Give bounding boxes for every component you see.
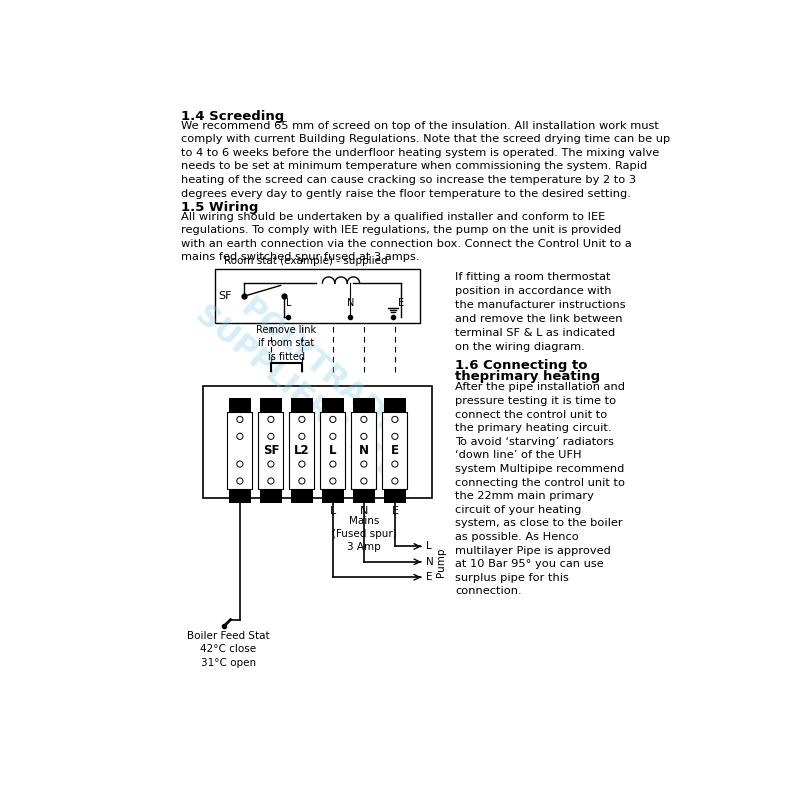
Bar [203, 386, 432, 498]
Bar [260, 489, 282, 502]
Bar [384, 398, 406, 412]
Bar [322, 398, 344, 412]
Text: Remove link
if room stat
is fitted: Remove link if room stat is fitted [256, 326, 317, 362]
Bar [351, 412, 376, 489]
Circle shape [237, 461, 243, 467]
Circle shape [330, 461, 336, 467]
Bar [227, 412, 252, 489]
Text: POLYTRADE
SUPPLIERS LTD: POLYTRADE SUPPLIERS LTD [190, 274, 429, 488]
Text: N: N [346, 298, 354, 308]
Circle shape [268, 416, 274, 422]
Text: L: L [330, 506, 336, 517]
Circle shape [237, 434, 243, 439]
Bar [291, 489, 313, 502]
Circle shape [298, 416, 305, 422]
Bar [321, 412, 346, 489]
Circle shape [268, 461, 274, 467]
Text: SF: SF [218, 291, 232, 301]
Text: N: N [360, 506, 368, 517]
Bar [258, 412, 283, 489]
Bar [384, 489, 406, 502]
Text: N: N [426, 557, 434, 567]
Bar [382, 412, 407, 489]
Circle shape [268, 478, 274, 484]
Text: E: E [391, 506, 398, 517]
Bar [353, 489, 374, 502]
Text: L: L [426, 542, 432, 551]
Bar [229, 489, 250, 502]
Text: Pump: Pump [436, 547, 446, 577]
Text: E: E [398, 298, 405, 308]
Circle shape [330, 416, 336, 422]
Text: Boiler Feed Stat
42°C close
31°C open: Boiler Feed Stat 42°C close 31°C open [187, 631, 270, 667]
Text: E: E [391, 444, 399, 457]
Circle shape [330, 478, 336, 484]
Bar [260, 398, 282, 412]
Circle shape [392, 478, 398, 484]
Circle shape [237, 416, 243, 422]
Text: N: N [359, 444, 369, 457]
Text: L: L [329, 444, 337, 457]
Circle shape [298, 461, 305, 467]
Text: After the pipe installation and
pressure testing it is time to
connect the contr: After the pipe installation and pressure… [455, 382, 625, 597]
Bar [353, 398, 374, 412]
Bar [290, 412, 314, 489]
Circle shape [268, 434, 274, 439]
Text: theprimary heating: theprimary heating [455, 370, 600, 383]
Circle shape [361, 461, 367, 467]
Circle shape [392, 461, 398, 467]
Text: Mains
(Fused spur)
3 Amp: Mains (Fused spur) 3 Amp [331, 516, 396, 552]
Circle shape [392, 416, 398, 422]
Circle shape [361, 416, 367, 422]
Circle shape [392, 434, 398, 439]
Text: All wiring should be undertaken by a qualified installer and conform to IEE
regu: All wiring should be undertaken by a qua… [182, 211, 632, 262]
Bar [291, 398, 313, 412]
Text: 1.5 Wiring: 1.5 Wiring [182, 201, 258, 214]
Bar [214, 270, 420, 323]
Text: SF: SF [262, 444, 279, 457]
Text: 1.4 Screeding: 1.4 Screeding [182, 110, 285, 123]
Circle shape [330, 434, 336, 439]
Text: 1.6 Connecting to: 1.6 Connecting to [455, 359, 587, 372]
Circle shape [237, 478, 243, 484]
Text: L2: L2 [294, 444, 310, 457]
Text: E: E [426, 572, 433, 582]
Text: L: L [286, 298, 291, 308]
Text: Room stat (example) - supplied: Room stat (example) - supplied [224, 256, 387, 266]
Circle shape [298, 434, 305, 439]
Bar [322, 489, 344, 502]
Text: We recommend 65 mm of screed on top of the insulation. All installation work mus: We recommend 65 mm of screed on top of t… [182, 121, 670, 198]
Circle shape [298, 478, 305, 484]
Circle shape [361, 478, 367, 484]
Circle shape [361, 434, 367, 439]
Bar [229, 398, 250, 412]
Text: If fitting a room thermostat
position in accordance with
the manufacturer instru: If fitting a room thermostat position in… [455, 271, 626, 351]
